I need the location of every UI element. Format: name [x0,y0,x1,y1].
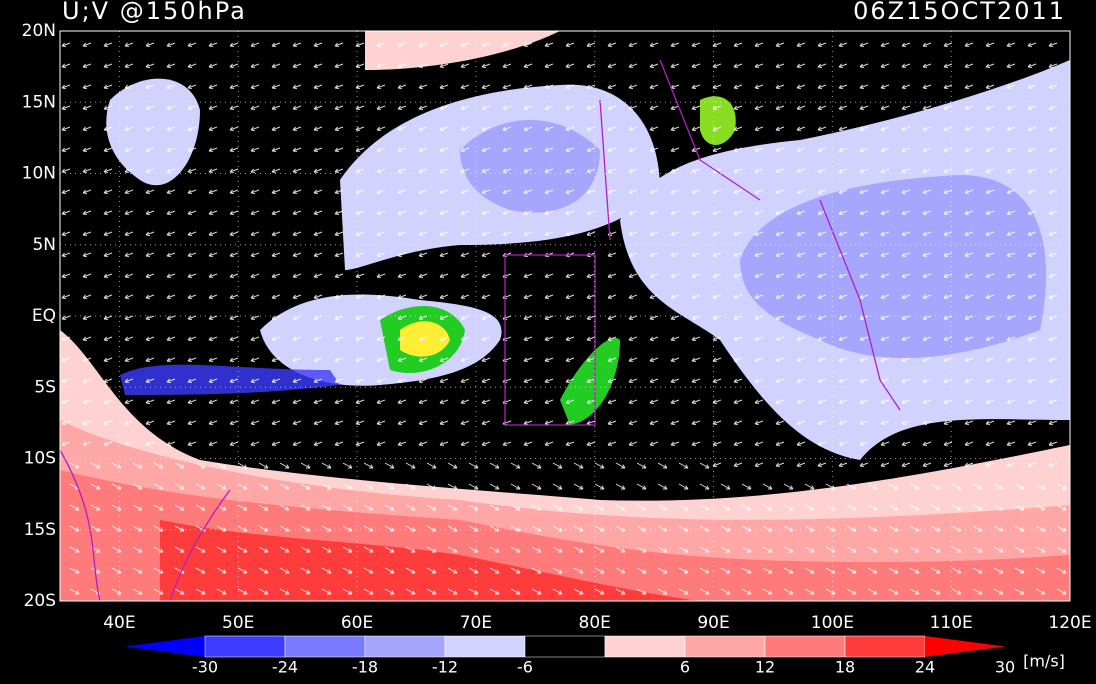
lon-label: 60E [341,613,373,633]
title: U;V @150hPa [62,0,247,25]
colorbar-box [844,635,926,658]
colorbar-box [604,635,686,658]
lat-label: 5N [32,235,56,255]
shade-band [106,78,200,186]
colorbar-label: 18 [835,658,855,677]
colorbar-label: -12 [432,658,458,677]
colorbar-label: 24 [915,658,935,677]
coastline [59,59,901,602]
shade-band [460,120,600,213]
colorbar-arrow [925,636,1005,657]
colorbar-label: -30 [192,658,218,677]
colorbar-label: 6 [680,658,690,677]
convection [400,321,450,357]
lat-label: 20N [22,21,56,41]
lon-label: 90E [697,613,729,633]
date: 06Z15OCT2011 [853,0,1066,25]
colorbar-label: 30 [995,658,1015,677]
colorbar-box [524,635,606,658]
lon-label: 70E [460,613,492,633]
colorbar-label: -6 [517,658,533,677]
colorbar-unit: [m/s] [1023,652,1065,671]
lat-label: 5S [34,377,56,397]
colorbar-box [204,635,286,658]
colorbar: -30 -24 -18 -12 -6 6 12 18 24 30 [125,635,1015,677]
shade-band [740,175,1047,359]
colorbar-label: -24 [272,658,298,677]
lon-label: 120E [1048,613,1091,633]
colorbar-box [684,635,766,658]
lat-label: 10N [22,164,56,184]
lat-label: 15S [24,520,56,540]
convection [560,338,620,425]
shade-band [160,520,700,601]
colorbar-box [444,635,526,658]
lon-label: 50E [222,613,254,633]
colorbar-box [284,635,366,658]
lat-label: EQ [32,306,56,326]
colorbar-label: 12 [755,658,775,677]
lat-label: 20S [24,591,56,611]
shade-band [365,31,560,70]
lat-label: 10S [24,449,56,469]
colorbar-arrow [125,636,205,657]
colorbar-label: -18 [352,658,378,677]
convection [700,96,736,145]
lon-label: 110E [930,613,973,633]
lon-label: 100E [811,613,854,633]
lat-label: 15N [22,92,56,112]
wind-arrows [61,42,1067,595]
lon-label: 80E [579,613,611,633]
colorbar-box [364,635,446,658]
lon-label: 40E [103,613,135,633]
colorbar-box [764,635,846,658]
axes: 20N 15N 10N 5N EQ 5S 10S 15S 20S 40E 50E 60E 70E 80E 9… [22,21,1092,633]
